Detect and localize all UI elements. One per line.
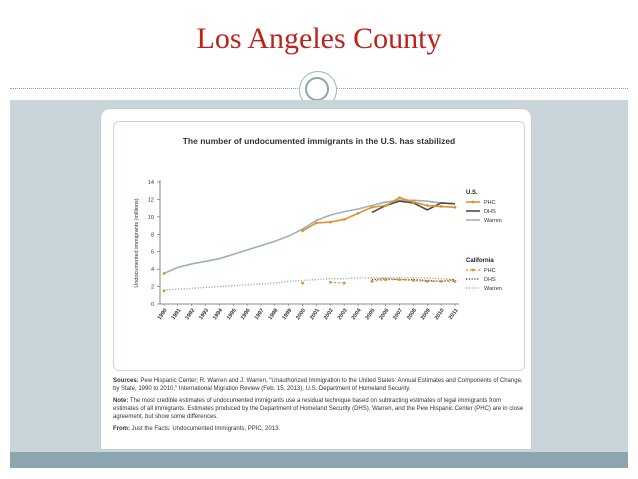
x-tick-label: 1991 — [171, 308, 183, 321]
data-point-ca-phc — [398, 278, 401, 281]
data-point-us-phc — [425, 204, 429, 207]
y-axis-label: Undocumented immigrants (millions) — [134, 198, 140, 287]
chart-frame: The number of undocumented immigrants in… — [113, 121, 525, 371]
method-note: Note: The most credible estimates of und… — [113, 398, 524, 420]
y-tick-label: 10 — [148, 215, 154, 221]
x-tick-label: 1990 — [157, 308, 169, 321]
y-tick-label: 4 — [151, 267, 154, 273]
legend-heading: U.S. — [466, 190, 478, 196]
data-point-ca-phc — [439, 279, 443, 283]
x-tick-label: 2006 — [378, 308, 390, 321]
x-tick-label: 2008 — [406, 308, 418, 321]
data-point-ca-phc — [301, 281, 304, 285]
series-line-us-warren — [163, 199, 456, 275]
series-line-us-phc — [302, 196, 456, 232]
figure-card: The number of undocumented immigrants in… — [100, 108, 532, 450]
x-tick-label: 2005 — [365, 308, 377, 321]
legend-label: Warren — [484, 286, 502, 292]
data-point-us-phc — [439, 205, 443, 208]
data-point-us-phc — [342, 218, 346, 221]
legend-heading: California — [466, 258, 494, 264]
sources-note: Sources: Pew Hispanic Center; R. Warren … — [113, 378, 523, 392]
x-tick-label: 1994 — [212, 307, 224, 321]
data-point-us-phc — [384, 204, 388, 207]
x-tick-label: 2003 — [337, 308, 349, 321]
x-tick-label: 1998 — [268, 308, 280, 321]
data-point-us-phc — [398, 196, 401, 200]
x-tick-label: 2004 — [351, 307, 363, 321]
legend-label: PHC — [484, 200, 496, 206]
legend-label: DHS — [484, 209, 496, 215]
y-tick-label: 14 — [148, 180, 154, 186]
data-point-ca-phc — [453, 279, 457, 283]
line-chart: The number of undocumented immigrants in… — [134, 136, 502, 321]
data-point-ca-phc — [162, 289, 166, 293]
data-point-us-phc — [453, 205, 457, 209]
data-point-us-phc — [301, 229, 304, 233]
data-point-ca-phc — [412, 279, 415, 282]
y-tick-label: 8 — [151, 232, 154, 238]
x-tick-label: 2007 — [392, 308, 404, 321]
chart-title: The number of undocumented immigrants in… — [183, 136, 456, 146]
from-note: From: Just the Facts: Undocumented Immig… — [113, 426, 281, 432]
legend-label: Warren — [484, 218, 502, 224]
x-tick-label: 2009 — [420, 308, 432, 321]
y-tick-label: 0 — [151, 302, 154, 308]
figure-notes: Sources: Pew Hispanic Center; R. Warren … — [113, 377, 525, 437]
series-line-ca-warren — [163, 277, 456, 291]
x-tick-label: 1992 — [184, 308, 196, 321]
slide-title: Los Angeles County — [196, 22, 442, 55]
x-tick-label: 1996 — [240, 308, 252, 321]
data-point-ca-phc — [342, 281, 346, 285]
data-point-us-phc — [162, 272, 166, 275]
x-tick-label: 2010 — [434, 308, 446, 321]
data-point-us-phc — [315, 221, 318, 225]
legend-label: DHS — [484, 277, 496, 283]
y-tick-label: 12 — [148, 197, 154, 203]
data-point-us-phc — [356, 211, 360, 215]
data-point-ca-phc — [328, 280, 332, 284]
x-tick-label: 1997 — [254, 308, 266, 321]
x-tick-label: 1993 — [198, 308, 210, 321]
series-line-ca-phc — [330, 281, 345, 284]
x-tick-label: 2001 — [309, 308, 321, 321]
x-tick-label: 2000 — [295, 308, 307, 321]
data-point-us-phc — [328, 220, 332, 224]
data-point-us-phc — [412, 200, 415, 204]
data-point-us-phc — [370, 205, 374, 209]
x-tick-label: 2011 — [448, 308, 460, 321]
legend-marker — [471, 200, 475, 204]
data-point-ca-phc — [384, 278, 388, 281]
x-tick-label: 1995 — [226, 308, 238, 321]
legend-label: PHC — [484, 268, 496, 274]
bottom-bar — [10, 452, 628, 468]
data-point-ca-phc — [425, 279, 429, 283]
y-tick-label: 2 — [151, 285, 154, 291]
x-tick-label: 1999 — [281, 308, 293, 321]
x-tick-label: 2002 — [323, 308, 335, 321]
legend-marker — [471, 268, 475, 272]
y-tick-label: 6 — [151, 250, 154, 256]
data-point-ca-phc — [370, 279, 374, 283]
